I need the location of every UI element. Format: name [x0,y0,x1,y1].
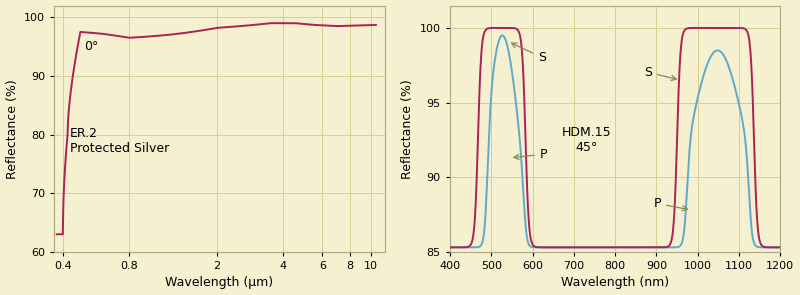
Text: S: S [511,43,546,64]
X-axis label: Wavelength (μm): Wavelength (μm) [166,276,274,289]
Text: 0°: 0° [84,40,98,53]
Text: P: P [514,148,547,161]
Text: ER.2
Protected Silver: ER.2 Protected Silver [70,127,169,155]
Y-axis label: Reflectance (%): Reflectance (%) [402,79,414,178]
Text: P: P [654,197,687,211]
Text: S: S [644,66,676,81]
Text: HDM.15
45°: HDM.15 45° [562,126,611,154]
X-axis label: Wavelength (nm): Wavelength (nm) [561,276,669,289]
Y-axis label: Reflectance (%): Reflectance (%) [6,79,18,178]
